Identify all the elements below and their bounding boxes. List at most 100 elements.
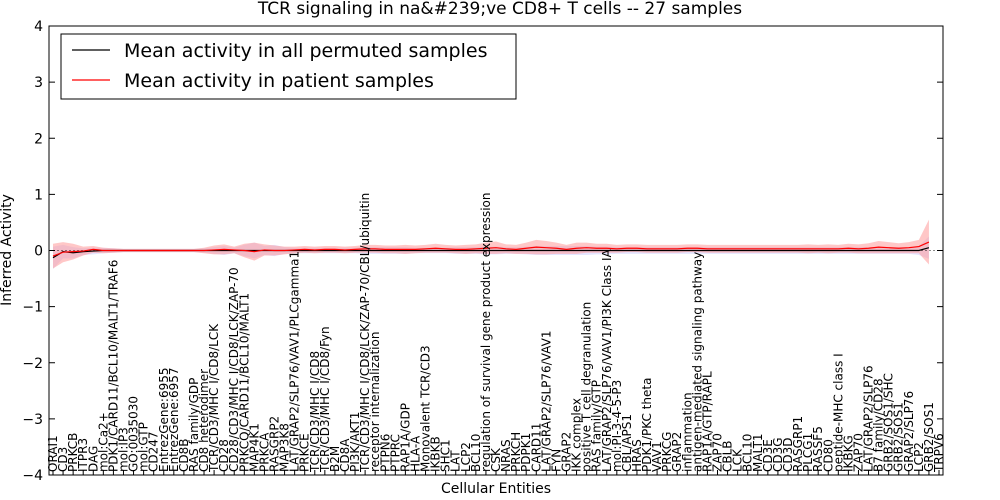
entity-label: TCR/CD3/MHC I/CD8 bbox=[308, 351, 322, 473]
entity-label: DAG bbox=[86, 446, 100, 472]
entity-label: mol:PI-3-4-5-P3 bbox=[610, 380, 624, 472]
entity-label: PRKCQ/CARD11/BCL10/MALT1 bbox=[237, 293, 251, 472]
entity-label: PRKCG bbox=[660, 432, 674, 472]
y-tick-label: −1 bbox=[22, 300, 43, 316]
entity-label: GO:0035030 bbox=[127, 396, 141, 472]
entity-label: mol:IP3 bbox=[116, 427, 130, 472]
entity-label: GRB2/SOS1 bbox=[892, 402, 906, 472]
y-tick-label: −2 bbox=[22, 356, 43, 372]
entity-label: LAT/GRAP2/SLP76/VAV1/PLCgamma1 bbox=[288, 251, 302, 472]
entity-labels: ORAI1CD3PRKCBITPR3DAGmol:Ca2+PDK1/CARD11… bbox=[46, 193, 946, 473]
entity-label: CARD11 bbox=[529, 423, 543, 472]
x-axis bbox=[52, 470, 940, 475]
entity-label: Monovalent TCR/CD3 bbox=[419, 345, 433, 472]
entity-label: MALT1 bbox=[751, 433, 765, 472]
chart-title: TCR signaling in na&#239;ve CD8+ T cells… bbox=[257, 0, 742, 19]
confidence-bands bbox=[53, 219, 929, 270]
entity-label: mol:GTP bbox=[137, 422, 151, 472]
entity-label: IKBKB bbox=[429, 436, 443, 472]
x-axis-title: Cellular Entities bbox=[441, 481, 551, 497]
entity-label: inflammation bbox=[680, 392, 694, 472]
entity-label: RASGRP1 bbox=[791, 416, 805, 472]
entity-label: CD8 heterodimer bbox=[197, 369, 211, 472]
entity-label: CD3G bbox=[771, 437, 785, 472]
entity-label: IKK complex bbox=[570, 398, 584, 472]
entity-label: EntrezGene:6955 bbox=[157, 368, 171, 473]
entity-label: PRKCE bbox=[298, 433, 312, 472]
entity-label: CBLB bbox=[721, 440, 735, 472]
entity-label: receptor internalization bbox=[368, 332, 382, 472]
entity-label: GRAP2/SLP76 bbox=[902, 391, 916, 472]
entity-label: FYN bbox=[549, 449, 563, 472]
entity-label: PDK1/CARD11/BCL10/MALT1/TRAF6 bbox=[106, 260, 120, 472]
series-line-1 bbox=[52, 241, 930, 257]
entity-label: VAV1 bbox=[650, 441, 664, 472]
entity-label: PRKCB bbox=[66, 433, 80, 472]
entity-label: TCR/CD3/MHC I/CD8/LCK bbox=[207, 323, 221, 473]
entity-label: CD8A bbox=[338, 438, 352, 472]
series-lines bbox=[49, 241, 943, 259]
entity-label: CD3D bbox=[781, 438, 795, 473]
entity-label: HLA-A bbox=[408, 435, 422, 472]
entity-label: CD8B bbox=[177, 439, 191, 473]
entity-label: LAT/GRAP2/SLP76 bbox=[862, 365, 876, 472]
legend-label-patient: Mean activity in patient samples bbox=[124, 70, 434, 92]
entity-label: antigen-mediated signaling pathway bbox=[690, 252, 704, 472]
y-axis-title: Inferred Activity bbox=[0, 194, 15, 306]
entity-label: IKBKG bbox=[841, 435, 855, 472]
entity-label: MAP3K8 bbox=[278, 423, 292, 472]
entity-label: PLCG1 bbox=[801, 433, 815, 472]
entity-label: LAT/GRAP2/SLP76/VAV1/PI3K Class IA bbox=[600, 248, 614, 472]
entity-label: B2M bbox=[328, 446, 342, 472]
entity-label: RASGRP2 bbox=[268, 416, 282, 472]
entity-label: LCP2 bbox=[912, 442, 926, 472]
entity-label: ORAI1 bbox=[46, 435, 60, 472]
y-tick-label: 2 bbox=[34, 131, 43, 147]
entity-label: PI3K/AKT1 bbox=[348, 412, 362, 472]
entity-label: BCL10 bbox=[741, 434, 755, 472]
legend-box bbox=[60, 33, 517, 100]
y-axis: −4 −3 −2 −1 0 1 2 3 4 bbox=[22, 19, 943, 484]
entity-label: mol:Ca2+ bbox=[96, 412, 110, 472]
entity-label: MAP4K1 bbox=[247, 423, 261, 472]
entity-label: CBL/APS1 bbox=[620, 414, 634, 472]
entity-label: CD28 bbox=[217, 439, 231, 472]
entity-label: CD28/CD3/MHC I/CD8/LCK/ZAP-70 bbox=[227, 267, 241, 472]
entity-label: PTPN6 bbox=[378, 434, 392, 472]
entity-label: EntrezGene:6957 bbox=[167, 368, 181, 473]
entity-label: ZAP70 bbox=[711, 433, 725, 472]
entity-label: CD80 bbox=[821, 439, 835, 472]
entity-label: RAP1A/GDP bbox=[398, 403, 412, 472]
entity-label: RAS family/GTP bbox=[590, 380, 604, 472]
entity-label: PTPRC bbox=[388, 434, 402, 472]
entity-label: CSK bbox=[489, 447, 503, 472]
y-tick-label: 0 bbox=[34, 244, 43, 260]
entity-label: TCR/CD3/MHC I/CD8/LCK/ZAP-70/CBL/ubiquit… bbox=[358, 193, 372, 473]
y-tick-label: −4 bbox=[22, 468, 43, 484]
entity-label: CD247 bbox=[147, 431, 161, 472]
entity-label: PDPK1 bbox=[519, 433, 533, 472]
entity-label: ITPR3 bbox=[76, 438, 90, 472]
entity-label: LCK bbox=[731, 448, 745, 472]
entity-label: GRB2/SOS1 bbox=[922, 402, 936, 472]
entity-label: CD3 bbox=[56, 447, 70, 472]
entity-label: LAT/GRAP2/SLP76/VAV1 bbox=[539, 331, 553, 472]
entity-label: NRAS bbox=[499, 439, 513, 472]
entity-label: peptide-MHC class I bbox=[831, 353, 845, 472]
entity-label: PDK1/PKC theta bbox=[640, 378, 654, 472]
y-tick-label: 4 bbox=[34, 19, 43, 35]
entity-label: GRAP2 bbox=[559, 432, 573, 472]
legend-label-permuted: Mean activity in all permuted samples bbox=[124, 40, 487, 62]
entity-label: ZAP70 bbox=[851, 433, 865, 472]
entity-label: GRAP2 bbox=[670, 432, 684, 472]
entity-label: BCL10 bbox=[469, 434, 483, 472]
entity-label: positive T cell degranulation bbox=[580, 302, 594, 472]
entity-label: HRAS bbox=[630, 439, 644, 472]
entity-label: B7 family/CD28 bbox=[872, 378, 886, 472]
entity-label: CD3E bbox=[761, 439, 775, 472]
entity-label: PRKCA bbox=[257, 432, 271, 472]
entity-label: TCR/CD3/MHC I/CD8/Fyn bbox=[318, 326, 332, 473]
legend: Mean activity in all permuted samples Me… bbox=[60, 33, 517, 100]
entity-label: GRB2/SOS1/SHC bbox=[882, 373, 896, 472]
